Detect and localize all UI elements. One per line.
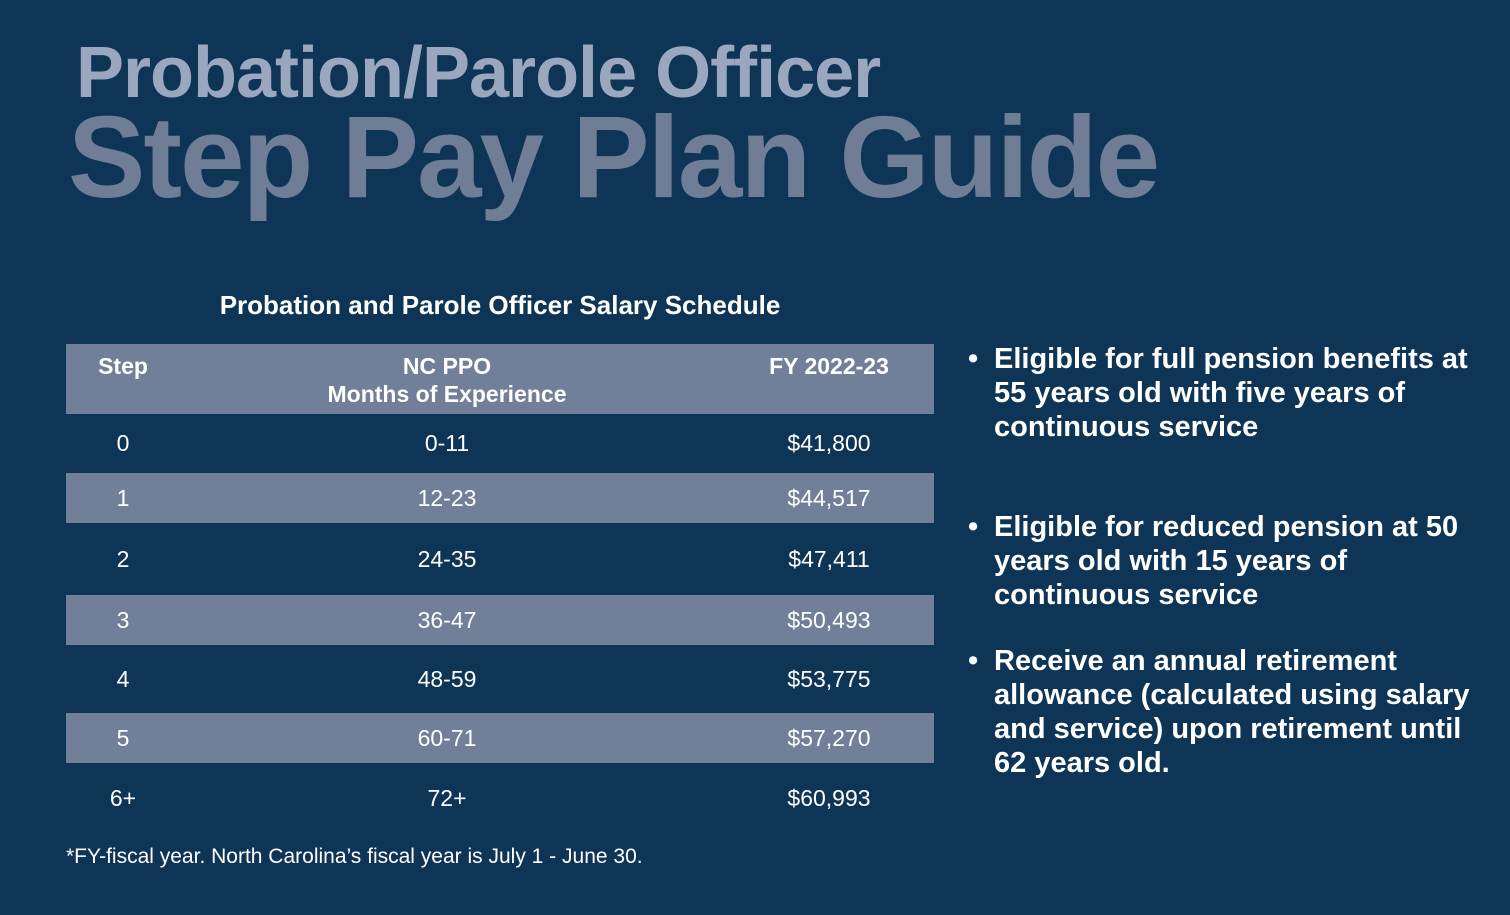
cell-step: 2 <box>116 545 130 572</box>
cell-salary: $47,411 <box>788 545 870 572</box>
table-header: Step NC PPO Months of Experience FY 2022… <box>66 344 934 414</box>
cell-salary: $41,800 <box>787 430 871 456</box>
bullet-text: Eligible for full pension benefits at 55… <box>994 343 1468 443</box>
cell-salary: $60,993 <box>787 784 871 811</box>
cell-months: 24-35 <box>417 545 477 572</box>
table-row: 6+ 72+ $60,993 <box>66 763 934 833</box>
cell-months: 60-71 <box>417 724 477 751</box>
header-months-line1: NC PPO <box>402 353 492 379</box>
table-caption: Probation and Parole Officer Salary Sche… <box>219 290 781 320</box>
bullet-item: • Eligible for reduced pension at 50 yea… <box>968 510 1488 612</box>
header-months: NC PPO Months of Experience <box>247 352 647 408</box>
bullet-item: • Receive an annual retirement allowance… <box>968 644 1488 780</box>
bullet-text: Receive an annual retirement allowance (… <box>994 645 1470 779</box>
cell-months: 0-11 <box>424 430 470 456</box>
bullet-item: • Eligible for full pension benefits at … <box>968 342 1488 444</box>
table-row: 4 48-59 $53,775 <box>66 645 934 713</box>
header-step: Step <box>98 353 148 379</box>
table-row: 3 36-47 $50,493 <box>66 595 934 645</box>
footnote: *FY-fiscal year. North Carolina’s fiscal… <box>66 845 643 868</box>
cell-step: 4 <box>116 665 130 692</box>
bullet-icon: • <box>968 511 979 543</box>
title-line-2: Step Pay Plan Guide <box>68 92 1160 222</box>
table-row: 0 0-11 $41,800 <box>66 415 934 472</box>
cell-step: 1 <box>116 484 130 511</box>
cell-salary: $53,775 <box>787 665 871 692</box>
cell-salary: $44,517 <box>787 484 871 511</box>
table-row: 1 12-23 $44,517 <box>66 473 934 523</box>
cell-step: 5 <box>116 724 130 751</box>
cell-step: 3 <box>116 606 130 633</box>
table-row: 2 24-35 $47,411 <box>66 523 934 595</box>
cell-salary: $50,493 <box>787 606 871 633</box>
cell-months: 72+ <box>427 784 467 811</box>
bullet-text: Eligible for reduced pension at 50 years… <box>994 511 1459 611</box>
cell-months: 12-23 <box>417 484 477 511</box>
title-line-1: Probation/Parole Officer <box>76 33 881 113</box>
cell-months: 36-47 <box>417 606 477 633</box>
cell-step: 0 <box>116 430 130 456</box>
cell-months: 48-59 <box>417 665 477 692</box>
bullet-icon: • <box>968 645 979 677</box>
cell-salary: $57,270 <box>787 724 871 751</box>
header-months-line2: Months of Experience <box>327 381 567 407</box>
cell-step: 6+ <box>109 784 137 811</box>
header-salary: FY 2022-23 <box>769 353 889 379</box>
bullet-icon: • <box>968 343 979 375</box>
table-row: 5 60-71 $57,270 <box>66 713 934 763</box>
